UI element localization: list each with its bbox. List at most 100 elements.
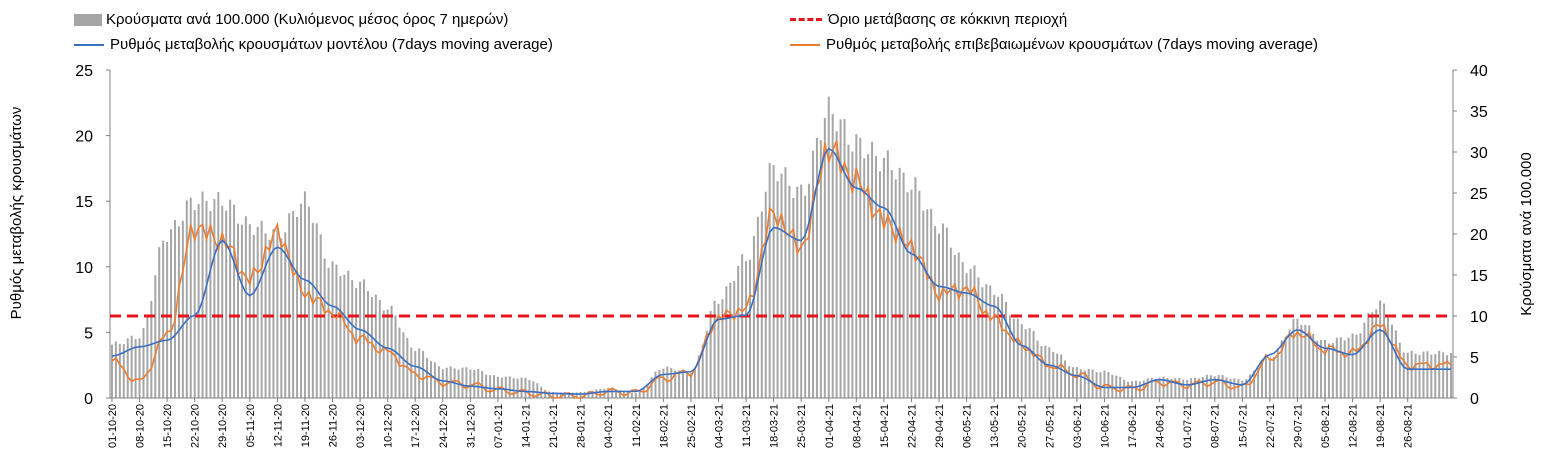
bar [670, 367, 673, 398]
confirmed-cases-line [111, 140, 1452, 399]
bar [622, 390, 625, 398]
x-tick-label: 17-06-21 [1127, 404, 1139, 448]
bar [445, 367, 448, 398]
x-tick-label: 12-08-21 [1348, 404, 1360, 448]
bar [508, 376, 511, 398]
x-tick-label: 28-01-21 [576, 404, 588, 448]
bar [689, 373, 692, 398]
bar [1213, 376, 1216, 398]
x-tick-label: 22-04-21 [906, 404, 918, 448]
right-tick-label: 5 [1470, 350, 1479, 367]
bar [1438, 350, 1441, 398]
legend-model-label: Ρυθμός μεταβολής κρουσμάτων μοντέλου (7d… [110, 36, 553, 53]
x-tick-label: 31-12-20 [465, 404, 477, 448]
bar [863, 158, 866, 398]
bar [1284, 336, 1287, 398]
bar [524, 377, 527, 398]
bar [1320, 339, 1323, 398]
bar [126, 338, 129, 398]
bar [1300, 325, 1303, 398]
x-tick-label: 08-10-20 [135, 404, 147, 448]
bar [1209, 375, 1212, 398]
bar [875, 156, 878, 398]
bar [1001, 293, 1004, 398]
bar [370, 296, 373, 398]
bar [1237, 379, 1240, 398]
bar [654, 371, 657, 398]
x-tick-label: 01-07-21 [1182, 404, 1194, 448]
legend-threshold-label: Όριο μετάβασης σε κόκκινη περιοχή [828, 11, 1068, 28]
bar [536, 383, 539, 398]
bar [339, 276, 342, 398]
bar [343, 274, 346, 398]
bar [567, 392, 570, 398]
bar [1292, 318, 1295, 398]
bar [1028, 328, 1031, 398]
bar [1154, 378, 1157, 398]
bar [229, 199, 232, 398]
bar [366, 290, 369, 398]
bar [934, 226, 937, 398]
bar [296, 217, 299, 398]
bar [1166, 377, 1169, 398]
bar [859, 137, 862, 399]
bar [890, 170, 893, 398]
bar [1335, 337, 1338, 398]
bar [1280, 340, 1283, 398]
right-tick-label: 40 [1470, 63, 1488, 80]
bar [1012, 318, 1015, 398]
x-tick-label: 07-01-21 [493, 404, 505, 448]
bar [922, 210, 925, 398]
bar [512, 378, 515, 398]
legend-bars: Κρούσματα ανά 100.000 (Κυλιόμενος μέσος … [74, 11, 508, 28]
bar [1056, 353, 1059, 398]
x-tick-label: 27-05-21 [1044, 404, 1056, 448]
bar [516, 378, 519, 398]
bar [122, 344, 125, 398]
x-tick-label: 14-01-21 [521, 404, 533, 448]
bar [587, 391, 590, 398]
bar [1347, 337, 1350, 398]
bar [835, 131, 838, 398]
bar [812, 150, 815, 398]
bar [898, 167, 901, 398]
bar [260, 220, 263, 398]
bar [225, 210, 228, 398]
bar [347, 270, 350, 398]
bar [658, 369, 661, 398]
bar [839, 119, 842, 398]
line-series [111, 140, 1452, 399]
bar [1288, 329, 1291, 398]
bar [985, 284, 988, 398]
bar [359, 281, 362, 398]
bar [634, 393, 637, 398]
bar [1197, 378, 1200, 398]
bar [1225, 377, 1228, 398]
bar [276, 227, 279, 398]
x-tick-label: 05-11-20 [245, 404, 257, 447]
bar [1174, 378, 1177, 398]
bar [1308, 325, 1311, 398]
bar [504, 376, 507, 398]
x-tick-label: 15-10-20 [162, 404, 174, 448]
x-tick-label: 08-04-21 [851, 404, 863, 448]
bar [1150, 377, 1153, 398]
bar [307, 206, 310, 398]
right-tick-label: 20 [1470, 227, 1488, 244]
bar [626, 392, 629, 398]
model-cases-line [111, 147, 1452, 395]
x-tick-label: 26-08-21 [1403, 404, 1415, 448]
right-tick-label: 10 [1470, 309, 1488, 326]
bar [697, 355, 700, 398]
x-tick-label: 03-12-20 [355, 404, 367, 448]
bar [792, 197, 795, 398]
right-tick-label: 25 [1470, 186, 1488, 203]
bar [559, 392, 562, 398]
bar [642, 388, 645, 398]
bar [926, 209, 929, 398]
x-tick-label: 18-03-21 [769, 404, 781, 448]
left-tick-label: 15 [75, 194, 93, 211]
bar [855, 134, 858, 398]
bar [1068, 366, 1070, 398]
bar [764, 191, 767, 398]
